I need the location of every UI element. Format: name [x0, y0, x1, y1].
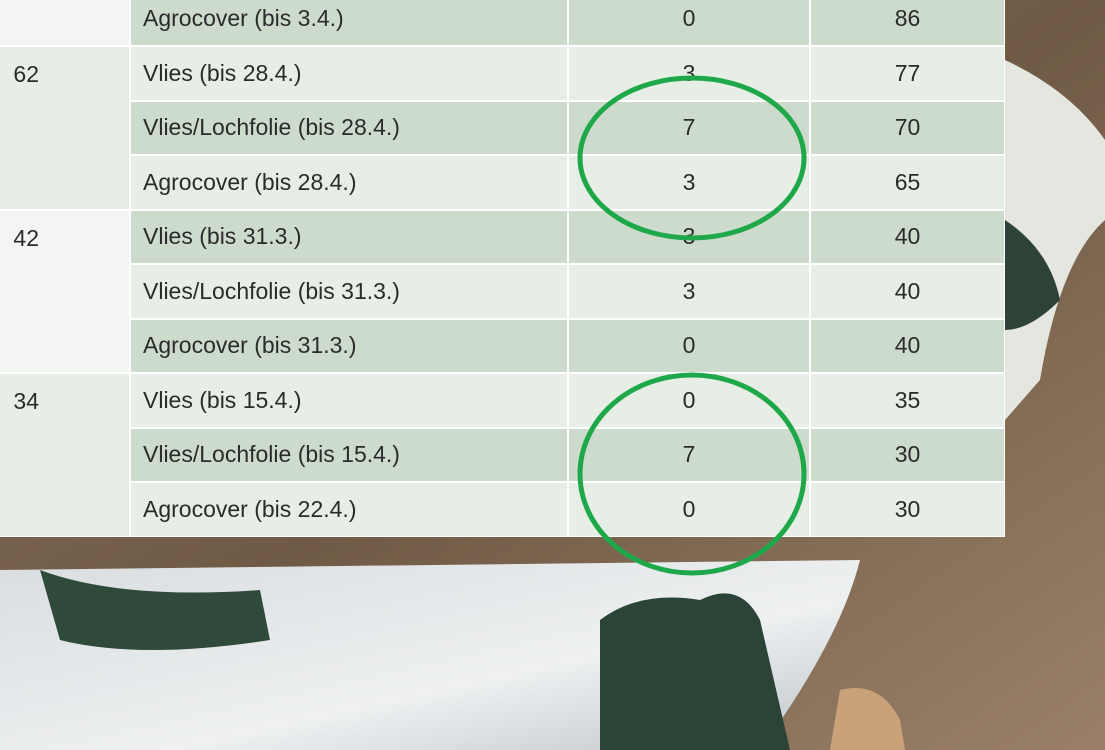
value-cell: 35	[810, 373, 1005, 428]
value-cell: 30	[810, 427, 1005, 482]
value-cell: 30	[810, 482, 1005, 537]
highlight-circle	[577, 372, 807, 576]
cover-cell: Agrocover (bis 31.3.)	[130, 318, 568, 373]
value-cell: 40	[810, 318, 1005, 373]
value-cell: 65	[810, 155, 1005, 210]
value-cell: 40	[810, 264, 1005, 319]
group-cell: 42	[0, 209, 130, 373]
value-cell: 0	[568, 0, 810, 46]
value-cell: 0	[568, 318, 810, 373]
cover-cell: Vlies/Lochfolie (bis 28.4.)	[130, 100, 568, 155]
cover-cell: Vlies (bis 31.3.)	[130, 209, 568, 264]
value-cell: 3	[568, 264, 810, 319]
value-cell: 70	[810, 100, 1005, 155]
cover-cell: Agrocover (bis 3.4.)	[130, 0, 568, 46]
value-cell: 40	[810, 209, 1005, 264]
value-cell: 3	[568, 46, 810, 101]
group-cell: 34	[0, 373, 130, 537]
cover-cell: Vlies (bis 28.4.)	[130, 46, 568, 101]
value-cell: 0	[568, 482, 810, 537]
group-cell: 62	[0, 46, 130, 210]
value-cell: 7	[568, 427, 810, 482]
cover-cell: Agrocover (bis 28.4.)	[130, 155, 568, 210]
value-cell: 77	[810, 46, 1005, 101]
highlight-circle	[577, 75, 807, 241]
cover-cell: Agrocover (bis 22.4.)	[130, 482, 568, 537]
cover-cell: Vlies/Lochfolie (bis 15.4.)	[130, 427, 568, 482]
cover-cell: Vlies/Lochfolie (bis 31.3.)	[130, 264, 568, 319]
cover-cell: Vlies (bis 15.4.)	[130, 373, 568, 428]
group-cell	[0, 0, 130, 46]
value-cell: 3	[568, 155, 810, 210]
value-cell: 7	[568, 100, 810, 155]
value-cell: 86	[810, 0, 1005, 46]
